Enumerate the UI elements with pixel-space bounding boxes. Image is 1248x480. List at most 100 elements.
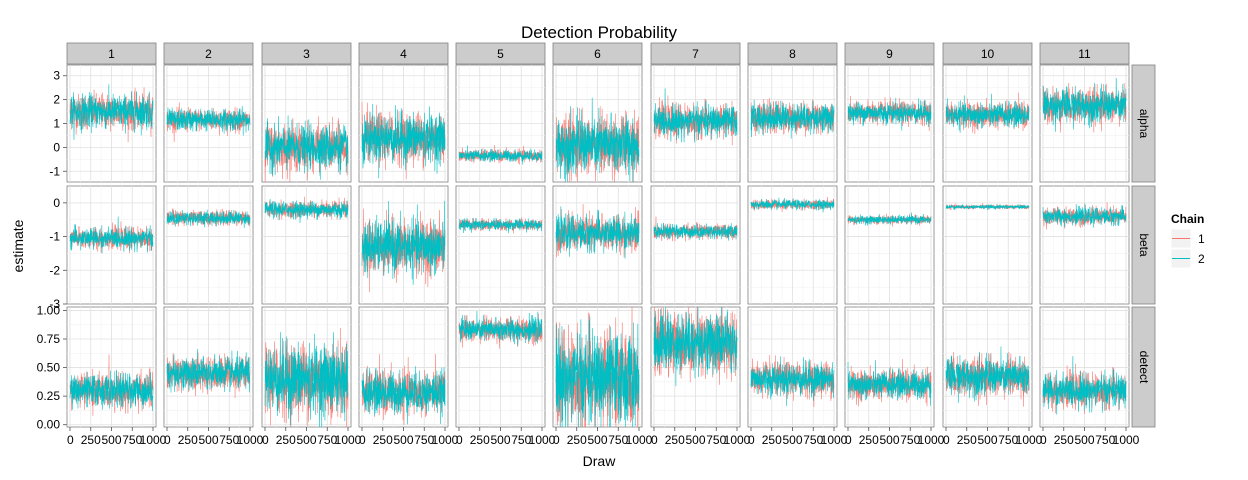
x-tick-label: 250 — [762, 433, 782, 447]
facet-panel — [650, 185, 741, 305]
facet-panel — [747, 306, 838, 428]
trace-chain-2 — [653, 222, 738, 241]
x-tick-label: 0 — [651, 433, 658, 447]
trace-chain-2 — [166, 106, 251, 136]
column-strip — [650, 42, 741, 65]
y-tick-label: -1 — [49, 164, 60, 178]
x-tick-label: 500 — [198, 433, 218, 447]
column-strip — [844, 42, 935, 65]
x-tick-label: 1000 — [140, 433, 167, 447]
facet-panel — [455, 306, 546, 428]
x-tick-label: 250 — [178, 433, 198, 447]
trace-chain-2 — [264, 332, 349, 428]
trace-chain-2 — [750, 99, 835, 139]
trace-chain-2 — [264, 115, 349, 180]
facet-panel — [163, 185, 254, 305]
x-tick-label: 750 — [998, 433, 1018, 447]
column-strip — [552, 42, 643, 65]
trace-chain-2 — [69, 216, 154, 254]
y-tick-label: -2 — [49, 263, 60, 277]
trace-chain-2 — [847, 360, 932, 406]
facet-panel — [942, 64, 1033, 183]
x-tick-label: 0 — [456, 433, 463, 447]
x-tick-label: 1000 — [1113, 433, 1140, 447]
facet-panel — [747, 64, 838, 183]
facet-panel — [650, 64, 741, 183]
facet-panel — [552, 185, 643, 305]
column-strip — [942, 42, 1033, 65]
x-tick-label: 1000 — [724, 433, 751, 447]
x-tick-label: 750 — [1095, 433, 1115, 447]
trace-chain-2 — [945, 346, 1030, 403]
x-tick-label: 250 — [373, 433, 393, 447]
trace-chain-2 — [555, 206, 640, 259]
legend: Chain 1 2 — [1170, 212, 1205, 269]
x-tick-label: 250 — [470, 433, 490, 447]
x-tick-label: 750 — [219, 433, 239, 447]
trace-chain-2 — [847, 97, 932, 131]
column-strip — [1039, 42, 1130, 65]
x-tick-label: 750 — [414, 433, 434, 447]
x-tick-label: 250 — [957, 433, 977, 447]
trace-chain-2 — [361, 200, 446, 285]
legend-title: Chain — [1171, 212, 1204, 226]
column-strip-label: 5 — [497, 47, 504, 61]
trace-chain-2 — [166, 349, 251, 393]
facet-panel — [747, 185, 838, 305]
y-tick-label: 0.75 — [37, 332, 61, 346]
trace-chain-2 — [166, 209, 251, 228]
y-tick-label: 0.25 — [37, 389, 61, 403]
x-tick-label: 0 — [359, 433, 366, 447]
column-strip — [66, 42, 157, 65]
x-tick-label: 500 — [101, 433, 121, 447]
y-tick-label: -3 — [49, 297, 60, 311]
x-tick-label: 0 — [943, 433, 950, 447]
legend-entry-label: 2 — [1198, 252, 1205, 266]
trace-chain-2 — [458, 145, 543, 165]
y-tick-label: -1 — [49, 230, 60, 244]
y-tick-label: 1 — [53, 117, 60, 131]
facet-panel — [844, 306, 935, 428]
trace-chain-2 — [945, 204, 1030, 211]
column-strip-label: 4 — [400, 47, 407, 61]
x-tick-label: 1000 — [626, 433, 653, 447]
facet-panel — [942, 185, 1033, 305]
trace-chain-2 — [458, 310, 543, 346]
facet-panel — [358, 64, 449, 183]
facet-panel — [552, 64, 643, 183]
x-tick-label: 1000 — [335, 433, 362, 447]
x-tick-label: 250 — [81, 433, 101, 447]
trace-chain-2 — [653, 306, 738, 387]
facet-panel — [650, 306, 741, 428]
trace-chain-2 — [264, 198, 349, 224]
row-strip-label: alpha — [1137, 109, 1151, 139]
trace-chain-2 — [555, 316, 640, 428]
legend-entry-label: 1 — [1198, 232, 1205, 246]
trace-chain-2 — [847, 212, 932, 226]
trace-chain-2 — [555, 97, 640, 183]
x-tick-label: 500 — [296, 433, 316, 447]
x-tick-label: 1000 — [918, 433, 945, 447]
y-tick-label: 2 — [53, 93, 60, 107]
y-tick-label: 0.50 — [37, 361, 61, 375]
x-tick-label: 1000 — [529, 433, 556, 447]
facet-panels: 1 2 3 4 5 6 7 8 9 10 11 alpha -1 0 1 2 3 beta -3 -2 -1 0 detec… — [37, 42, 1156, 447]
trace-chain-2 — [1042, 203, 1127, 228]
column-strip — [261, 42, 352, 65]
x-tick-label: 1000 — [432, 433, 459, 447]
column-strip-label: 6 — [594, 47, 601, 61]
column-strip — [747, 42, 838, 65]
trace-chain-2 — [750, 356, 835, 407]
trace-chain-2 — [458, 217, 543, 234]
x-tick-label: 500 — [1074, 433, 1094, 447]
x-tick-label: 750 — [900, 433, 920, 447]
facet-panel — [66, 64, 157, 183]
x-tick-label: 500 — [587, 433, 607, 447]
facet-panel — [163, 306, 254, 428]
trace-chain-2 — [653, 88, 738, 143]
x-axis-title: Draw — [583, 453, 617, 469]
trace-chain-1 — [166, 352, 251, 398]
x-tick-label: 0 — [553, 433, 560, 447]
x-tick-label: 750 — [511, 433, 531, 447]
column-strip-label: 8 — [789, 47, 796, 61]
